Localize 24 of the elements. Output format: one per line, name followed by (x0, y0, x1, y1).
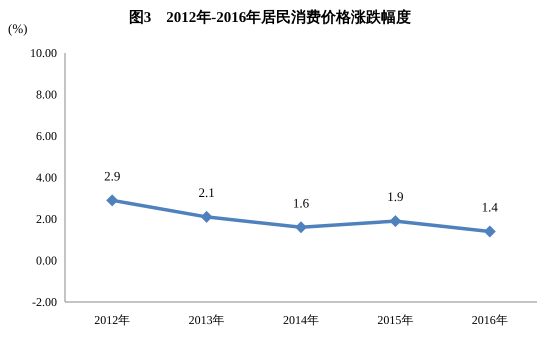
x-tick-label: 2016年 (472, 313, 508, 327)
x-tick-label: 2014年 (283, 313, 319, 327)
y-axis-title: (%) (8, 21, 28, 36)
x-tick-label: 2013年 (188, 313, 225, 327)
data-label: 1.4 (482, 199, 498, 214)
point (200, 210, 213, 223)
y-tick-label: 6.00 (36, 129, 57, 143)
data-label: 1.9 (387, 189, 404, 204)
point (389, 215, 402, 228)
y-tick-label: 0.00 (36, 254, 57, 268)
y-tick-label: 4.00 (36, 170, 57, 184)
y-tick-label: -2.00 (32, 295, 57, 309)
point (295, 221, 307, 234)
y-tick-label: 8.00 (36, 88, 57, 102)
chart-title: 图3 2012年-2016年居民消费价格涨跌幅度 (128, 8, 412, 26)
data-label: 1.6 (292, 195, 310, 210)
x-tick-label: 2015年 (377, 313, 414, 327)
point (106, 194, 118, 206)
data-label: 2.1 (198, 184, 215, 200)
x-tick-label: 2012年 (94, 313, 130, 327)
y-tick-label: 2.00 (36, 212, 57, 226)
point (484, 225, 496, 238)
data-label: 2.9 (104, 168, 120, 184)
y-tick-label: 10.00 (30, 46, 57, 60)
